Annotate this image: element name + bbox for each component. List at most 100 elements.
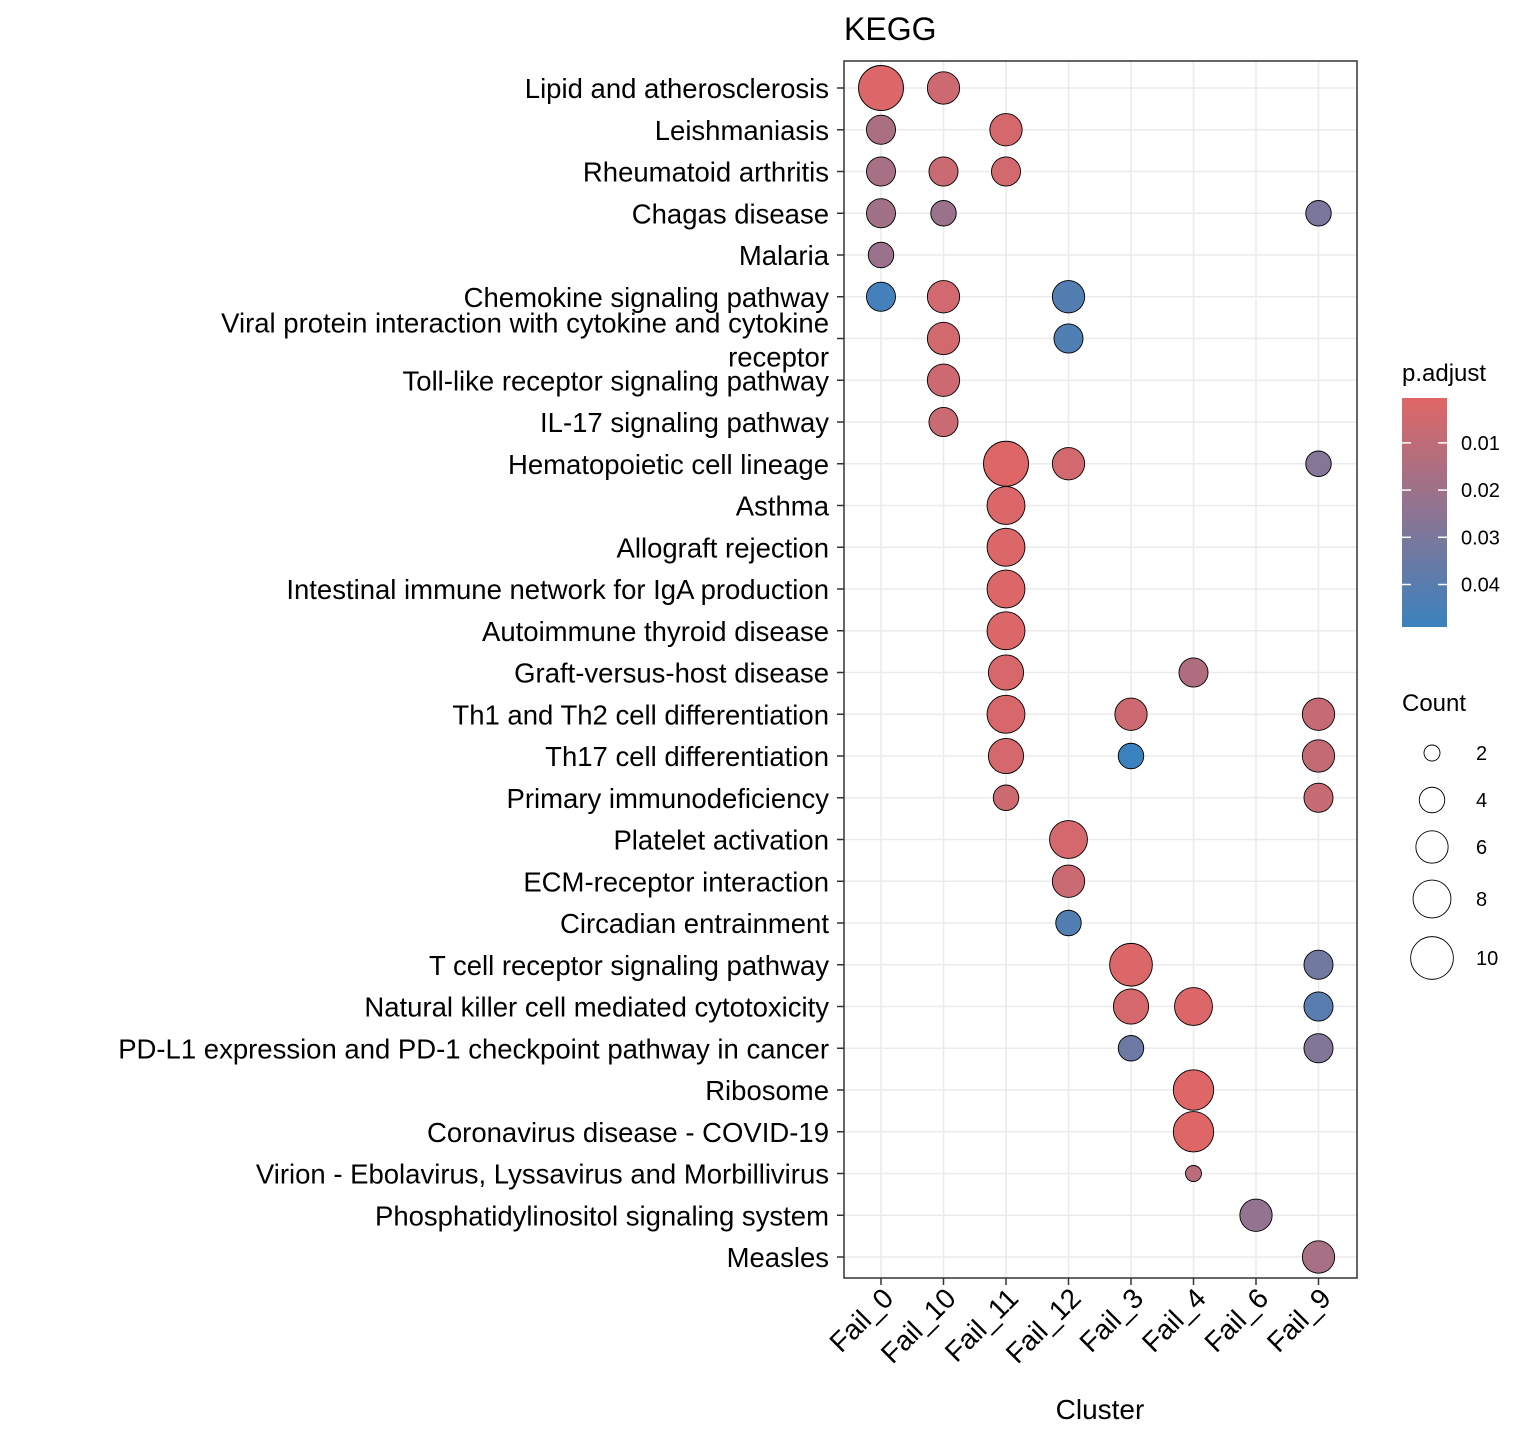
data-point [1172,1111,1215,1153]
count-legend: Count 2 4 6 8 10 [1402,690,1498,980]
count-legend-label: 4 [1476,790,1487,812]
y-tick-label: Chagas disease [632,198,829,229]
count-legend-label: 6 [1476,837,1487,859]
y-tick-label: Virion - Ebolavirus, Lyssavirus and Morb… [256,1159,829,1190]
data-point [987,654,1025,691]
data-point [866,156,896,187]
y-tick-label: Rheumatoid arthritis [583,157,829,188]
data-point [1185,1165,1202,1182]
data-point [1112,988,1150,1025]
y-tick-label: Toll-like receptor signaling pathway [403,365,830,396]
panel-background [844,61,1357,1278]
colorbar-tick-label: 0.04 [1461,575,1500,597]
data-point [1051,864,1086,898]
data-point [1049,820,1088,859]
panel-border [843,60,1358,1279]
data-point [986,527,1026,567]
y-tick-label: Measles [727,1242,829,1273]
y-tick-label: Lipid and atherosclerosis [525,73,829,104]
data-point [986,569,1026,609]
p-adjust-colorbar [1402,398,1447,627]
y-tick-label: T cell receptor signaling pathway [429,950,829,981]
data-point [989,113,1023,147]
y-tick-label: Th1 and Th2 cell differentiation [452,699,829,730]
y-tick-label: Malaria [739,240,830,271]
grid [844,61,1357,1278]
data-point [987,737,1025,775]
x-tick-label: Fail_6 [1198,1282,1274,1358]
count-legend-key [1418,786,1446,814]
data-point [986,694,1026,734]
y-axis: Lipid and atherosclerosis Leishmaniasis Rh… [118,73,844,1273]
data-point [1301,739,1336,773]
data-point [1172,1069,1215,1111]
data-point [1303,782,1334,813]
count-legend-key [1415,830,1449,864]
chart-title: KEGG [844,11,936,47]
data-point [866,281,896,312]
data-point [866,114,896,145]
data-point [1305,450,1332,477]
data-point [1109,942,1153,987]
data-point [1239,1198,1273,1232]
data-point [858,65,904,111]
data-point [1303,949,1334,980]
data-point [1114,697,1148,731]
y-tick-label: Primary immunodeficiency [507,783,830,814]
x-tick-label: Fail_3 [1073,1282,1149,1358]
data-point [1174,987,1213,1026]
colorbar-tick-label: 0.01 [1461,433,1500,455]
count-legend-title: Count [1402,690,1466,717]
data-point [1305,200,1332,227]
data-point [983,440,1029,487]
data-point [1301,697,1336,731]
data-point [1117,742,1145,770]
data-point [866,198,896,229]
y-tick-label: Ribosome [705,1075,829,1106]
data-point [1303,1033,1334,1064]
y-tick-label: PD-L1 expression and PD-1 checkpoint pat… [118,1033,829,1064]
y-tick-label: Graft-versus-host disease [514,658,829,689]
data-point [991,156,1021,187]
data-point [926,321,961,356]
count-legend-label: 10 [1476,948,1498,970]
data-point [926,363,961,397]
y-tick-label: Allograft rejection [617,532,829,563]
count-legend-label: 2 [1476,743,1487,765]
data-point [930,200,957,227]
data-point [992,784,1020,811]
data-point [1301,1240,1336,1274]
x-tick-label: Fail_9 [1261,1282,1337,1358]
y-tick-label: Intestinal immune network for IgA produc… [286,574,829,605]
data-point [926,280,961,314]
y-tick-label: Asthma [736,491,830,522]
y-tick-label: Leishmaniasis [655,115,829,146]
y-tick-label: Viral protein interaction with cytokine … [221,308,829,373]
data-point [1303,991,1334,1022]
y-tick-label: Coronavirus disease - COVID-19 [427,1117,829,1148]
p-adjust-legend-title: p.adjust [1402,360,1486,387]
count-legend-key [1410,936,1454,980]
y-tick-label: Hematopoietic cell lineage [508,449,829,480]
y-tick-label: Phosphatidylinositol signaling system [375,1200,829,1231]
colorbar-tick-label: 0.03 [1461,527,1500,549]
data-point [928,407,959,437]
x-axis-label: Cluster [1056,1394,1145,1425]
y-tick-label: Chemokine signaling pathway [464,282,830,313]
data-point [1051,447,1086,481]
data-point [1053,323,1084,354]
colorbar-tick-label: 0.02 [1461,480,1500,502]
x-axis: Fail_0Fail_10Fail_11Fail_12Fail_3Fail_4F… [823,1278,1337,1369]
x-tick-label: Fail_4 [1136,1282,1212,1358]
data-point [1051,280,1086,314]
count-legend-key [1423,744,1441,762]
y-tick-label: Th17 cell differentiation [545,741,829,772]
data-point [986,611,1026,651]
y-tick-label: Autoimmune thyroid disease [482,616,829,647]
data-point [986,486,1026,525]
y-tick-label: IL-17 signaling pathway [540,407,829,438]
p-adjust-legend: p.adjust 0.01 0.02 0.03 0.04 [1402,360,1500,627]
data-point [1178,657,1209,688]
